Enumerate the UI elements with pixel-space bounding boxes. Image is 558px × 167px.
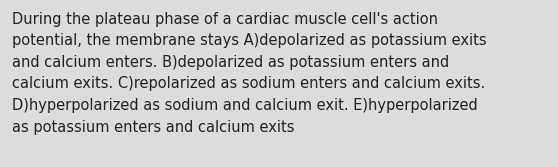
Text: During the plateau phase of a cardiac muscle cell's action
potential, the membra: During the plateau phase of a cardiac mu… [12,12,487,135]
